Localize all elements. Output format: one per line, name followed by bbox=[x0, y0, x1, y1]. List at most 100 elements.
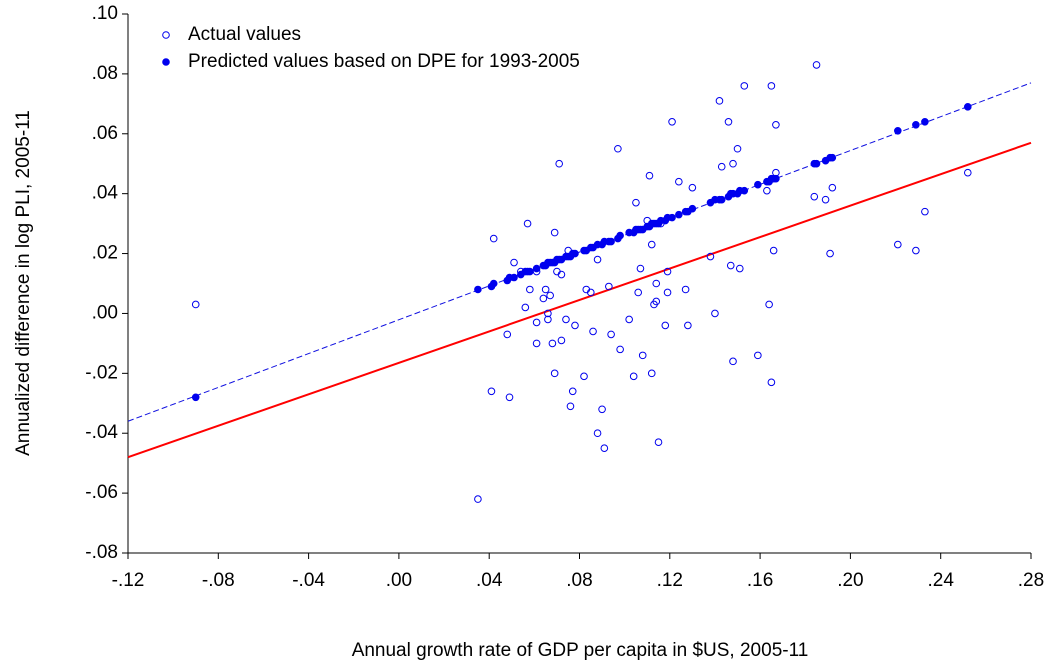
point bbox=[810, 192, 819, 201]
point bbox=[963, 168, 972, 177]
point bbox=[614, 144, 622, 153]
point bbox=[523, 219, 532, 228]
point bbox=[532, 339, 541, 348]
point bbox=[772, 120, 780, 129]
point bbox=[828, 153, 837, 162]
point bbox=[550, 228, 559, 237]
point bbox=[474, 285, 482, 294]
point bbox=[546, 291, 554, 300]
y-tick-label: .06 bbox=[92, 123, 118, 144]
point bbox=[894, 126, 902, 135]
point bbox=[510, 258, 518, 267]
point bbox=[600, 444, 609, 452]
point bbox=[740, 82, 749, 90]
point bbox=[191, 393, 200, 402]
point bbox=[652, 297, 661, 306]
point bbox=[607, 237, 615, 246]
point bbox=[548, 339, 557, 348]
point bbox=[754, 351, 762, 360]
point bbox=[544, 309, 552, 318]
y-tick-label: .04 bbox=[92, 183, 119, 204]
point bbox=[503, 330, 512, 339]
point bbox=[489, 234, 498, 243]
point bbox=[550, 369, 559, 378]
point bbox=[191, 300, 200, 309]
point bbox=[555, 159, 563, 168]
point bbox=[632, 198, 640, 207]
point bbox=[684, 321, 692, 330]
point bbox=[607, 330, 615, 339]
point bbox=[568, 387, 577, 396]
point bbox=[717, 195, 726, 204]
point bbox=[717, 162, 726, 171]
point bbox=[963, 103, 972, 111]
y-tick-label: .08 bbox=[92, 63, 118, 84]
x-tick-label: .04 bbox=[476, 570, 503, 591]
point bbox=[593, 429, 602, 438]
point bbox=[729, 357, 737, 366]
point bbox=[711, 309, 719, 318]
x-tick-label: .20 bbox=[837, 570, 863, 591]
point bbox=[526, 267, 534, 276]
point bbox=[812, 61, 821, 69]
y-tick-label: .02 bbox=[92, 243, 118, 264]
point bbox=[544, 315, 552, 324]
point bbox=[487, 387, 496, 396]
point bbox=[715, 97, 724, 105]
point bbox=[826, 249, 834, 258]
point bbox=[767, 378, 776, 387]
point bbox=[821, 195, 830, 204]
point bbox=[765, 300, 773, 309]
y-tick-label: -.04 bbox=[85, 422, 118, 443]
point bbox=[706, 252, 715, 261]
point bbox=[675, 177, 683, 186]
point bbox=[735, 264, 744, 273]
point bbox=[828, 183, 837, 192]
x-axis-label: Annual growth rate of GDP per capita in … bbox=[352, 640, 809, 661]
point bbox=[688, 183, 697, 192]
y-tick-label: -.02 bbox=[85, 362, 118, 383]
point bbox=[647, 240, 656, 249]
point bbox=[754, 180, 762, 189]
point bbox=[521, 303, 530, 312]
point bbox=[688, 204, 697, 213]
point bbox=[487, 282, 496, 291]
point bbox=[510, 273, 518, 282]
point bbox=[724, 118, 733, 126]
point bbox=[566, 402, 575, 411]
point bbox=[526, 285, 534, 294]
point bbox=[557, 336, 566, 345]
point bbox=[589, 327, 597, 336]
point bbox=[647, 369, 656, 378]
point bbox=[532, 318, 541, 327]
point bbox=[681, 285, 690, 294]
point bbox=[541, 285, 550, 294]
point bbox=[474, 495, 482, 503]
x-tick-label: .12 bbox=[657, 570, 683, 591]
point bbox=[772, 174, 780, 183]
point bbox=[769, 246, 778, 255]
y-tick-label: -.06 bbox=[85, 482, 118, 503]
x-tick-label: .24 bbox=[927, 570, 954, 591]
x-tick-label: .08 bbox=[566, 570, 592, 591]
point bbox=[654, 438, 663, 447]
legend-label: Predicted values based on DPE for 1993-2… bbox=[188, 51, 580, 72]
x-tick-label: .28 bbox=[1018, 570, 1044, 591]
point bbox=[636, 264, 645, 273]
point bbox=[733, 144, 742, 153]
point bbox=[571, 321, 579, 330]
point bbox=[557, 270, 566, 279]
y-tick-label: .10 bbox=[92, 3, 118, 24]
point bbox=[586, 288, 595, 297]
point bbox=[638, 351, 647, 360]
point bbox=[539, 294, 548, 303]
point bbox=[726, 261, 735, 270]
point bbox=[663, 288, 672, 297]
point bbox=[740, 186, 749, 195]
x-tick-label: .00 bbox=[386, 570, 412, 591]
point bbox=[661, 321, 670, 330]
point bbox=[912, 246, 920, 255]
y-axis-label: Annualized difference in log PLI, 2005-1… bbox=[13, 110, 34, 456]
point bbox=[580, 372, 588, 381]
